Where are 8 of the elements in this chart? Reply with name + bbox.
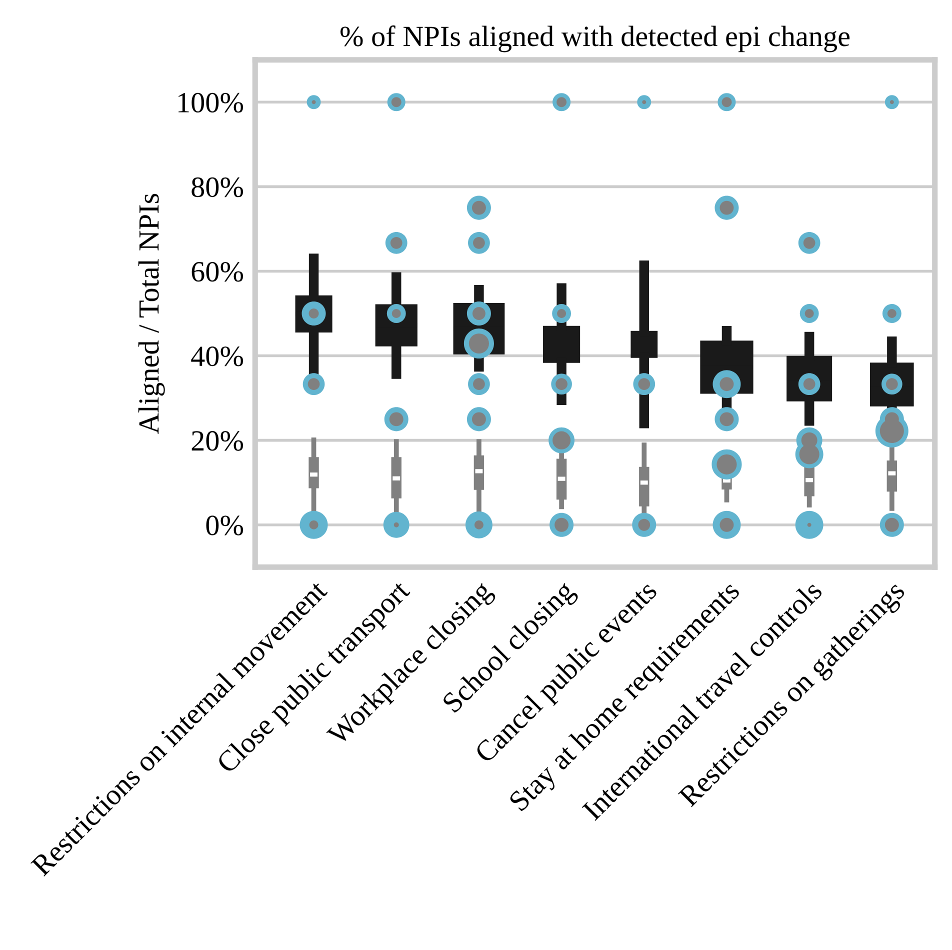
y-tick-label: 20% <box>192 431 244 451</box>
y-tick-label: 0% <box>206 516 244 536</box>
y-tick-label: 40% <box>191 346 244 366</box>
chart-title: % of NPIs aligned with detected epi change <box>340 25 850 52</box>
y-axis-title: Aligned / Total NPIs <box>138 194 165 434</box>
y-tick-label: 60% <box>192 262 244 282</box>
y-tick-label: 100% <box>178 92 244 113</box>
y-tick-label: 80% <box>192 177 244 198</box>
